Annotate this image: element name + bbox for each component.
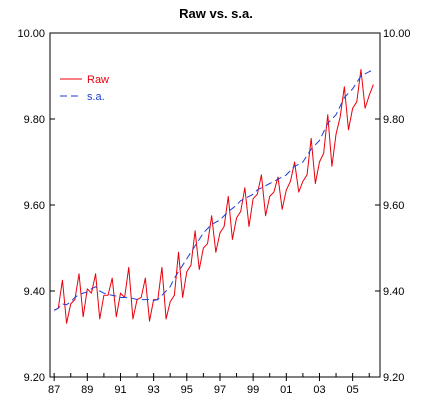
y-tick-label-left: 9.20: [24, 372, 45, 384]
legend: Raw s.a.: [60, 74, 109, 103]
series-line-raw: [53, 69, 374, 324]
x-tick-label: 99: [247, 384, 259, 396]
y-axis-right: 9.20 9.40 9.60 9.80 10.00: [375, 28, 411, 384]
y-tick-label-right: 10.00: [383, 28, 411, 40]
x-tick-label: 03: [313, 384, 325, 396]
chart-title: Raw vs. s.a.: [179, 6, 253, 21]
y-tick-label-left: 9.80: [24, 114, 45, 126]
series-line-s-a: [53, 69, 374, 311]
y-tick-label-left: 9.60: [24, 200, 45, 212]
y-tick-label-right: 9.40: [383, 286, 404, 298]
y-axis-left: 9.20 9.40 9.60 9.80 10.00: [17, 28, 55, 384]
series-layer: [53, 69, 374, 324]
x-tick-label: 05: [347, 384, 359, 396]
x-tick-label: 97: [214, 384, 226, 396]
y-tick-label-left: 9.40: [24, 286, 45, 298]
x-tick-label: 95: [181, 384, 193, 396]
legend-label: s.a.: [87, 91, 105, 103]
y-tick-label-left: 10.00: [17, 28, 45, 40]
x-tick-label: 89: [81, 384, 93, 396]
y-tick-label-right: 9.20: [383, 372, 404, 384]
x-tick-label: 93: [148, 384, 160, 396]
x-tick-label: 01: [280, 384, 292, 396]
x-tick-label: 87: [48, 384, 60, 396]
legend-label: Raw: [87, 74, 109, 86]
x-axis: 87 89 91 93 95 97 99 01 03 05: [48, 373, 370, 396]
y-tick-label-right: 9.60: [383, 200, 404, 212]
y-tick-label-right: 9.80: [383, 114, 404, 126]
x-tick-label: 91: [114, 384, 126, 396]
